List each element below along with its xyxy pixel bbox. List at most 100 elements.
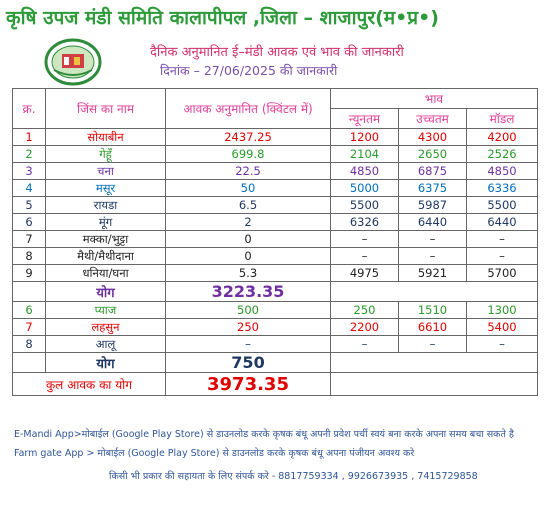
commodity: धनिया/घना: [45, 264, 166, 282]
modal-price: 6336: [465, 179, 539, 197]
arrival: 6.5: [165, 196, 331, 214]
min-price: –: [330, 247, 399, 265]
max-price: 6375: [398, 179, 467, 197]
max-price: 6875: [398, 162, 467, 180]
table-row: 7 लहसुन 250 2200 6610 5400: [12, 318, 539, 336]
max-price: 2650: [398, 145, 467, 163]
commodity: लहसुन: [45, 318, 166, 336]
blank-cell: [12, 352, 46, 373]
modal-price: –: [465, 247, 539, 265]
modal-price: 5700: [465, 264, 539, 282]
min-price: 4975: [330, 264, 399, 282]
serial: 5: [12, 196, 46, 214]
contact-note: किसी भी प्रकार की सहायता के लिए संपर्क क…: [109, 471, 478, 482]
subtitle: दैनिक अनुमानित ई–मंडी आवक एवं भाव की जान…: [150, 45, 404, 60]
blank-cell: [329, 352, 539, 373]
commodity: मूंग: [45, 213, 166, 231]
arrival: 22.5: [165, 162, 331, 180]
column-header: न्यूनतम: [330, 108, 399, 129]
table-body: 1 सोयाबीन 2437.25 1200 4300 4200 2 गेहूँ 699.8 21…: [12, 128, 539, 396]
subtotal-row: योग 750: [12, 352, 539, 373]
column-header: आवक अनुमानित (क्विंटल में): [165, 88, 331, 129]
subtotal-value: 750: [165, 352, 331, 373]
note: Farm gate App > मोबाईल (Google Play Stor…: [14, 448, 415, 459]
max-price: –: [398, 247, 467, 265]
commodity: रायडा: [45, 196, 166, 214]
commodity: मक्का/भुट्टा: [45, 230, 166, 248]
table-row: 2 गेहूँ 699.8 2104 2650 2526: [12, 145, 539, 163]
arrival: 2437.25: [165, 128, 331, 146]
max-price: –: [398, 230, 467, 248]
commodity: मैथी/मैथीदाना: [45, 247, 166, 265]
commodity: गेहूँ: [45, 145, 166, 163]
max-price: 5921: [398, 264, 467, 282]
subtotal-label: योग: [45, 352, 166, 373]
min-price: 250: [330, 301, 399, 319]
subtotal-value: 3223.35: [165, 281, 331, 302]
commodity: चना: [45, 162, 166, 180]
serial: 9: [12, 264, 46, 282]
serial: 1: [12, 128, 46, 146]
subtotal-label: योग: [45, 281, 166, 302]
table-row: 7 मक्का/भुट्टा 0– – –: [12, 230, 539, 248]
commodity: प्याज: [45, 301, 166, 319]
serial: 6: [12, 213, 46, 231]
modal-price: 6440: [465, 213, 539, 231]
max-price: 6610: [398, 318, 467, 336]
table-row: 1 सोयाबीन 2437.25 1200 4300 4200: [12, 128, 539, 146]
max-price: 4300: [398, 128, 467, 146]
table-row: 8 आलू – – – –: [12, 335, 539, 353]
column-header: उच्चतम: [398, 108, 467, 129]
max-price: 5987: [398, 196, 467, 214]
subtotal-row: योग 3223.35: [12, 281, 539, 302]
commodity: मसूर: [45, 179, 166, 197]
table-row: 5 रायडा 6.5 5500 5987 5500: [12, 196, 539, 214]
table-row: 9 धनिया/घना 5.3 4975 5921 5700: [12, 264, 539, 282]
column-header: मॉडल: [465, 108, 539, 129]
table-row: 4 मसूर 50 5000 6375 6336: [12, 179, 539, 197]
serial: 7: [12, 318, 46, 336]
min-price: 5000: [330, 179, 399, 197]
max-price: –: [398, 335, 467, 353]
modal-price: 5500: [465, 196, 539, 214]
blank-cell: [12, 281, 46, 302]
date-line: दिनांक – 27/06/2025 की जानकारी: [160, 63, 338, 78]
arrival: 5.3: [165, 264, 331, 282]
modal-price: –: [465, 335, 539, 353]
arrival: 50: [165, 179, 331, 197]
footer-notes: E-Mandi App>मोबाईल (Google Play Store) स…: [14, 428, 539, 489]
min-price: 2104: [330, 145, 399, 163]
column-header: क्र.: [12, 88, 46, 129]
min-price: 4850: [330, 162, 399, 180]
arrival: 2: [165, 213, 331, 231]
arrival: –: [165, 335, 331, 353]
arrival: 699.8: [165, 145, 331, 163]
max-price: 6440: [398, 213, 467, 231]
min-price: 1200: [330, 128, 399, 146]
table-row: 3 चना 22.5 4850 6875 4850: [12, 162, 539, 180]
blank-cell: [329, 281, 539, 302]
column-header: जिंस का नाम: [45, 88, 166, 129]
max-price: 1510: [398, 301, 467, 319]
serial: 6: [12, 301, 46, 319]
modal-price: 2526: [465, 145, 539, 163]
note: E-Mandi App>मोबाईल (Google Play Store) स…: [14, 429, 514, 440]
min-price: –: [330, 335, 399, 353]
blank-cell: [329, 372, 539, 396]
total-value: 3973.35: [165, 372, 331, 396]
min-price: 2200: [330, 318, 399, 336]
modal-price: 1300: [465, 301, 539, 319]
arrival: 500: [165, 301, 331, 319]
serial: 4: [12, 179, 46, 197]
serial: 8: [12, 247, 46, 265]
serial: 3: [12, 162, 46, 180]
table-row: 6 प्याज 500 250 1510 1300: [12, 301, 539, 319]
column-header: भाव: [329, 88, 539, 109]
min-price: 5500: [330, 196, 399, 214]
commodity: सोयाबीन: [45, 128, 166, 146]
logo: [44, 38, 102, 86]
serial: 2: [12, 145, 46, 163]
table-row: 6 मूंग 2 6326 6440 6440: [12, 213, 539, 231]
total-row: कुल आवक का योग 3973.35: [12, 372, 539, 396]
